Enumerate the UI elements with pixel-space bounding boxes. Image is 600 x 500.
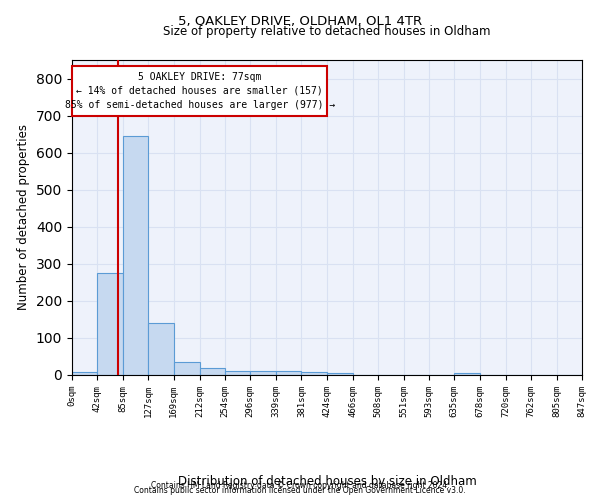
Text: 85% of semi-detached houses are larger (977) →: 85% of semi-detached houses are larger (… xyxy=(65,100,335,110)
Bar xyxy=(276,372,301,375)
Bar xyxy=(454,373,480,375)
FancyBboxPatch shape xyxy=(72,66,328,116)
Bar xyxy=(174,362,200,375)
Text: 5 OAKLEY DRIVE: 77sqm: 5 OAKLEY DRIVE: 77sqm xyxy=(138,72,262,82)
Bar xyxy=(225,370,250,375)
Text: Contains public sector information licensed under the Open Government Licence v3: Contains public sector information licen… xyxy=(134,486,466,495)
Bar xyxy=(97,273,123,375)
Bar xyxy=(72,372,97,375)
Text: Contains HM Land Registry data © Crown copyright and database right 2024.: Contains HM Land Registry data © Crown c… xyxy=(151,481,449,490)
Bar xyxy=(200,368,225,375)
Text: ← 14% of detached houses are smaller (157): ← 14% of detached houses are smaller (15… xyxy=(76,86,323,96)
Bar xyxy=(328,373,353,375)
Bar xyxy=(301,372,328,375)
Bar xyxy=(148,323,174,375)
Text: 5, OAKLEY DRIVE, OLDHAM, OL1 4TR: 5, OAKLEY DRIVE, OLDHAM, OL1 4TR xyxy=(178,15,422,28)
Y-axis label: Number of detached properties: Number of detached properties xyxy=(17,124,31,310)
Title: Size of property relative to detached houses in Oldham: Size of property relative to detached ho… xyxy=(163,25,491,38)
X-axis label: Distribution of detached houses by size in Oldham: Distribution of detached houses by size … xyxy=(178,476,476,488)
Bar xyxy=(123,136,148,375)
Bar xyxy=(250,372,276,375)
